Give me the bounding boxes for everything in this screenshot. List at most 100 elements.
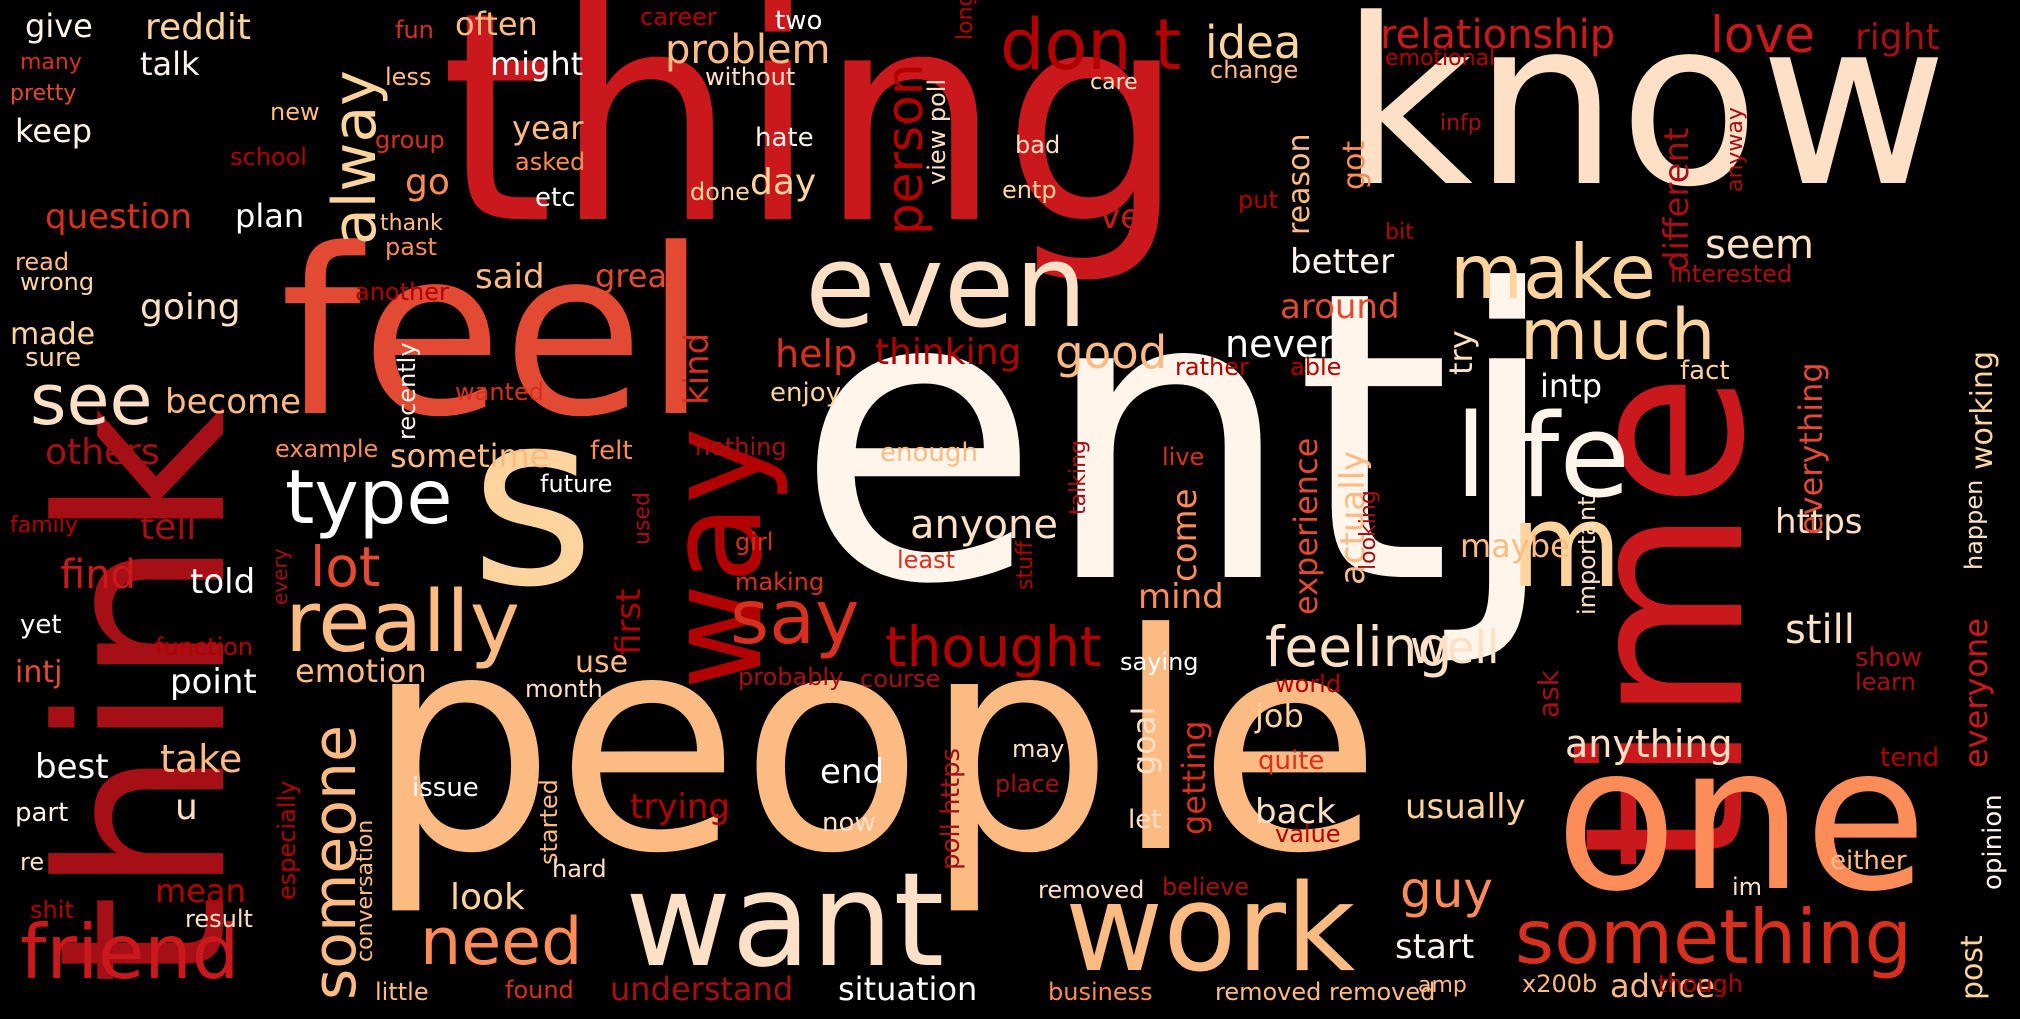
- word: started: [535, 779, 563, 865]
- word: better: [1290, 242, 1395, 282]
- word: alway: [320, 70, 390, 245]
- word: asked: [515, 148, 586, 176]
- word: put: [1238, 186, 1278, 214]
- word: quite: [1258, 746, 1325, 776]
- word: value: [1275, 820, 1341, 848]
- word: job: [1255, 697, 1304, 735]
- word: course: [860, 665, 941, 693]
- word: emotional: [1385, 46, 1496, 71]
- word: goal: [1125, 706, 1163, 775]
- word: function: [155, 633, 254, 661]
- word: told: [190, 562, 256, 602]
- word: advice: [1610, 967, 1716, 1005]
- word: everyone: [1957, 618, 1995, 768]
- word: understand: [610, 970, 794, 1008]
- word: much: [1520, 294, 1716, 376]
- word: plan: [235, 197, 305, 235]
- word: usually: [1405, 787, 1526, 827]
- word: never: [1225, 322, 1334, 366]
- word: least: [897, 546, 956, 574]
- word: best: [35, 747, 109, 787]
- word: little: [375, 978, 429, 1006]
- word: happen: [1960, 479, 1988, 570]
- word: use: [575, 645, 629, 680]
- word: enough: [880, 438, 978, 468]
- word: maybe: [1460, 527, 1570, 565]
- word: question: [45, 197, 192, 237]
- word: mean: [155, 872, 246, 910]
- word: girl: [735, 528, 774, 556]
- word: one: [1555, 703, 1928, 936]
- word: stuff: [1013, 540, 1038, 590]
- word: conversation: [353, 819, 378, 962]
- word: said: [475, 257, 545, 297]
- word: opinion: [1978, 794, 2008, 890]
- word: https: [1775, 502, 1863, 542]
- word: long: [953, 0, 978, 40]
- word: keep: [15, 112, 93, 150]
- word: hard: [552, 855, 607, 883]
- word: bit: [1385, 220, 1414, 245]
- word: future: [540, 470, 613, 498]
- word: well: [1410, 621, 1500, 674]
- word: u: [175, 787, 198, 828]
- word: thinking: [875, 332, 1022, 373]
- word: removed removed: [1215, 978, 1436, 1006]
- word: change: [1210, 56, 1299, 84]
- word: lot: [310, 535, 381, 599]
- word: wrong: [20, 268, 95, 296]
- word: made: [10, 317, 96, 352]
- word: reddit: [145, 7, 251, 48]
- word: family: [10, 513, 78, 538]
- word: working: [1965, 351, 2000, 470]
- word: looking: [1356, 490, 1381, 570]
- word: post: [1955, 935, 1990, 1000]
- word: fact: [1680, 356, 1730, 386]
- word: everything: [1792, 362, 1830, 535]
- word: fun: [395, 16, 434, 44]
- word: used: [630, 492, 655, 545]
- word: important: [1573, 496, 1601, 615]
- word: problem: [665, 27, 831, 73]
- word: find: [60, 552, 136, 598]
- word: friend: [20, 908, 240, 996]
- word: bad: [1015, 131, 1061, 159]
- word: s: [470, 360, 596, 640]
- word: believe: [1162, 873, 1250, 901]
- word: back: [1255, 792, 1336, 832]
- word: type: [285, 453, 453, 541]
- word: part: [15, 798, 69, 828]
- word: new: [270, 98, 320, 126]
- word: guy: [1400, 861, 1494, 919]
- word: rather: [1175, 353, 1249, 381]
- word: nothing: [695, 433, 787, 461]
- word: kind: [677, 332, 717, 405]
- word: great: [595, 257, 680, 295]
- word: even: [805, 220, 1088, 354]
- word: idea: [1205, 16, 1302, 69]
- word: really: [285, 573, 520, 672]
- word: example: [275, 435, 379, 463]
- word: school: [230, 143, 307, 171]
- word: try: [1442, 330, 1480, 375]
- word: thing: [440, 0, 1186, 288]
- word: going: [140, 287, 241, 328]
- word: seem: [1705, 222, 1815, 268]
- word: m: [1510, 480, 1623, 614]
- word: saying: [1120, 648, 1199, 676]
- word: different: [1657, 127, 1697, 272]
- word: poll https: [936, 747, 966, 870]
- word: tend: [1880, 743, 1940, 773]
- word: situation: [838, 970, 978, 1008]
- word: though: [1658, 970, 1743, 998]
- word: ask: [1532, 670, 1565, 718]
- word: wanted: [455, 378, 544, 406]
- word: right: [1855, 17, 1940, 58]
- word: intp: [1540, 367, 1603, 405]
- word: experience: [1287, 437, 1325, 615]
- word: group: [375, 126, 445, 154]
- word: may: [1012, 735, 1065, 763]
- word: people: [365, 570, 1382, 919]
- word: removed: [1038, 876, 1145, 904]
- word: especially: [273, 780, 301, 900]
